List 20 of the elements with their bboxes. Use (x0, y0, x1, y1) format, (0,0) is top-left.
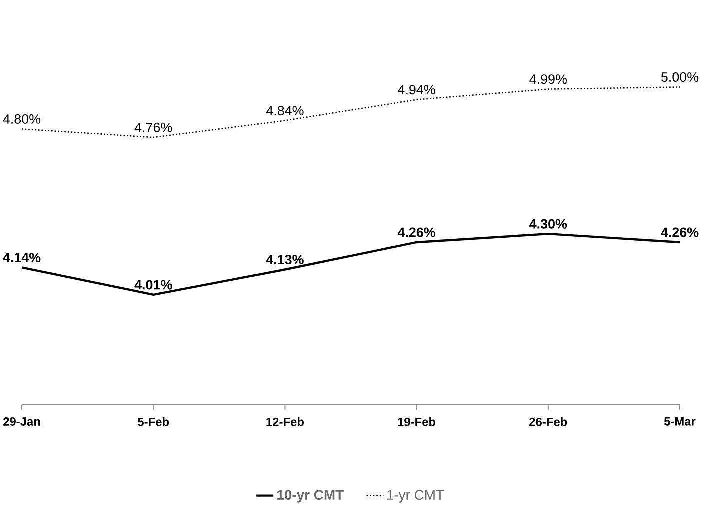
x-tick-label: 29-Jan (3, 418, 40, 426)
data-label: 4.13% (266, 255, 304, 265)
data-label: 4.80% (3, 114, 41, 124)
data-label: 4.76% (134, 122, 172, 132)
data-label: 4.26% (398, 228, 436, 238)
legend-label: 1-yr CMT (387, 490, 444, 503)
data-label: 4.30% (530, 219, 568, 229)
data-label: 4.01% (134, 280, 172, 290)
data-label: 4.94% (398, 85, 436, 95)
x-tick-label: 5-Mar (664, 418, 696, 426)
data-label: 5.00% (661, 72, 699, 82)
legend-label: 10-yr CMT (278, 490, 344, 503)
x-tick-label: 5-Feb (138, 418, 170, 426)
data-label: 4.99% (530, 74, 567, 84)
x-tick-label: 12-Feb (266, 418, 304, 426)
data-label: 4.84% (266, 106, 304, 116)
data-label: 4.14% (3, 252, 41, 262)
x-tick-label: 26-Feb (530, 418, 568, 426)
x-tick-label: 19-Feb (398, 418, 436, 426)
data-label: 4.26% (661, 228, 699, 238)
